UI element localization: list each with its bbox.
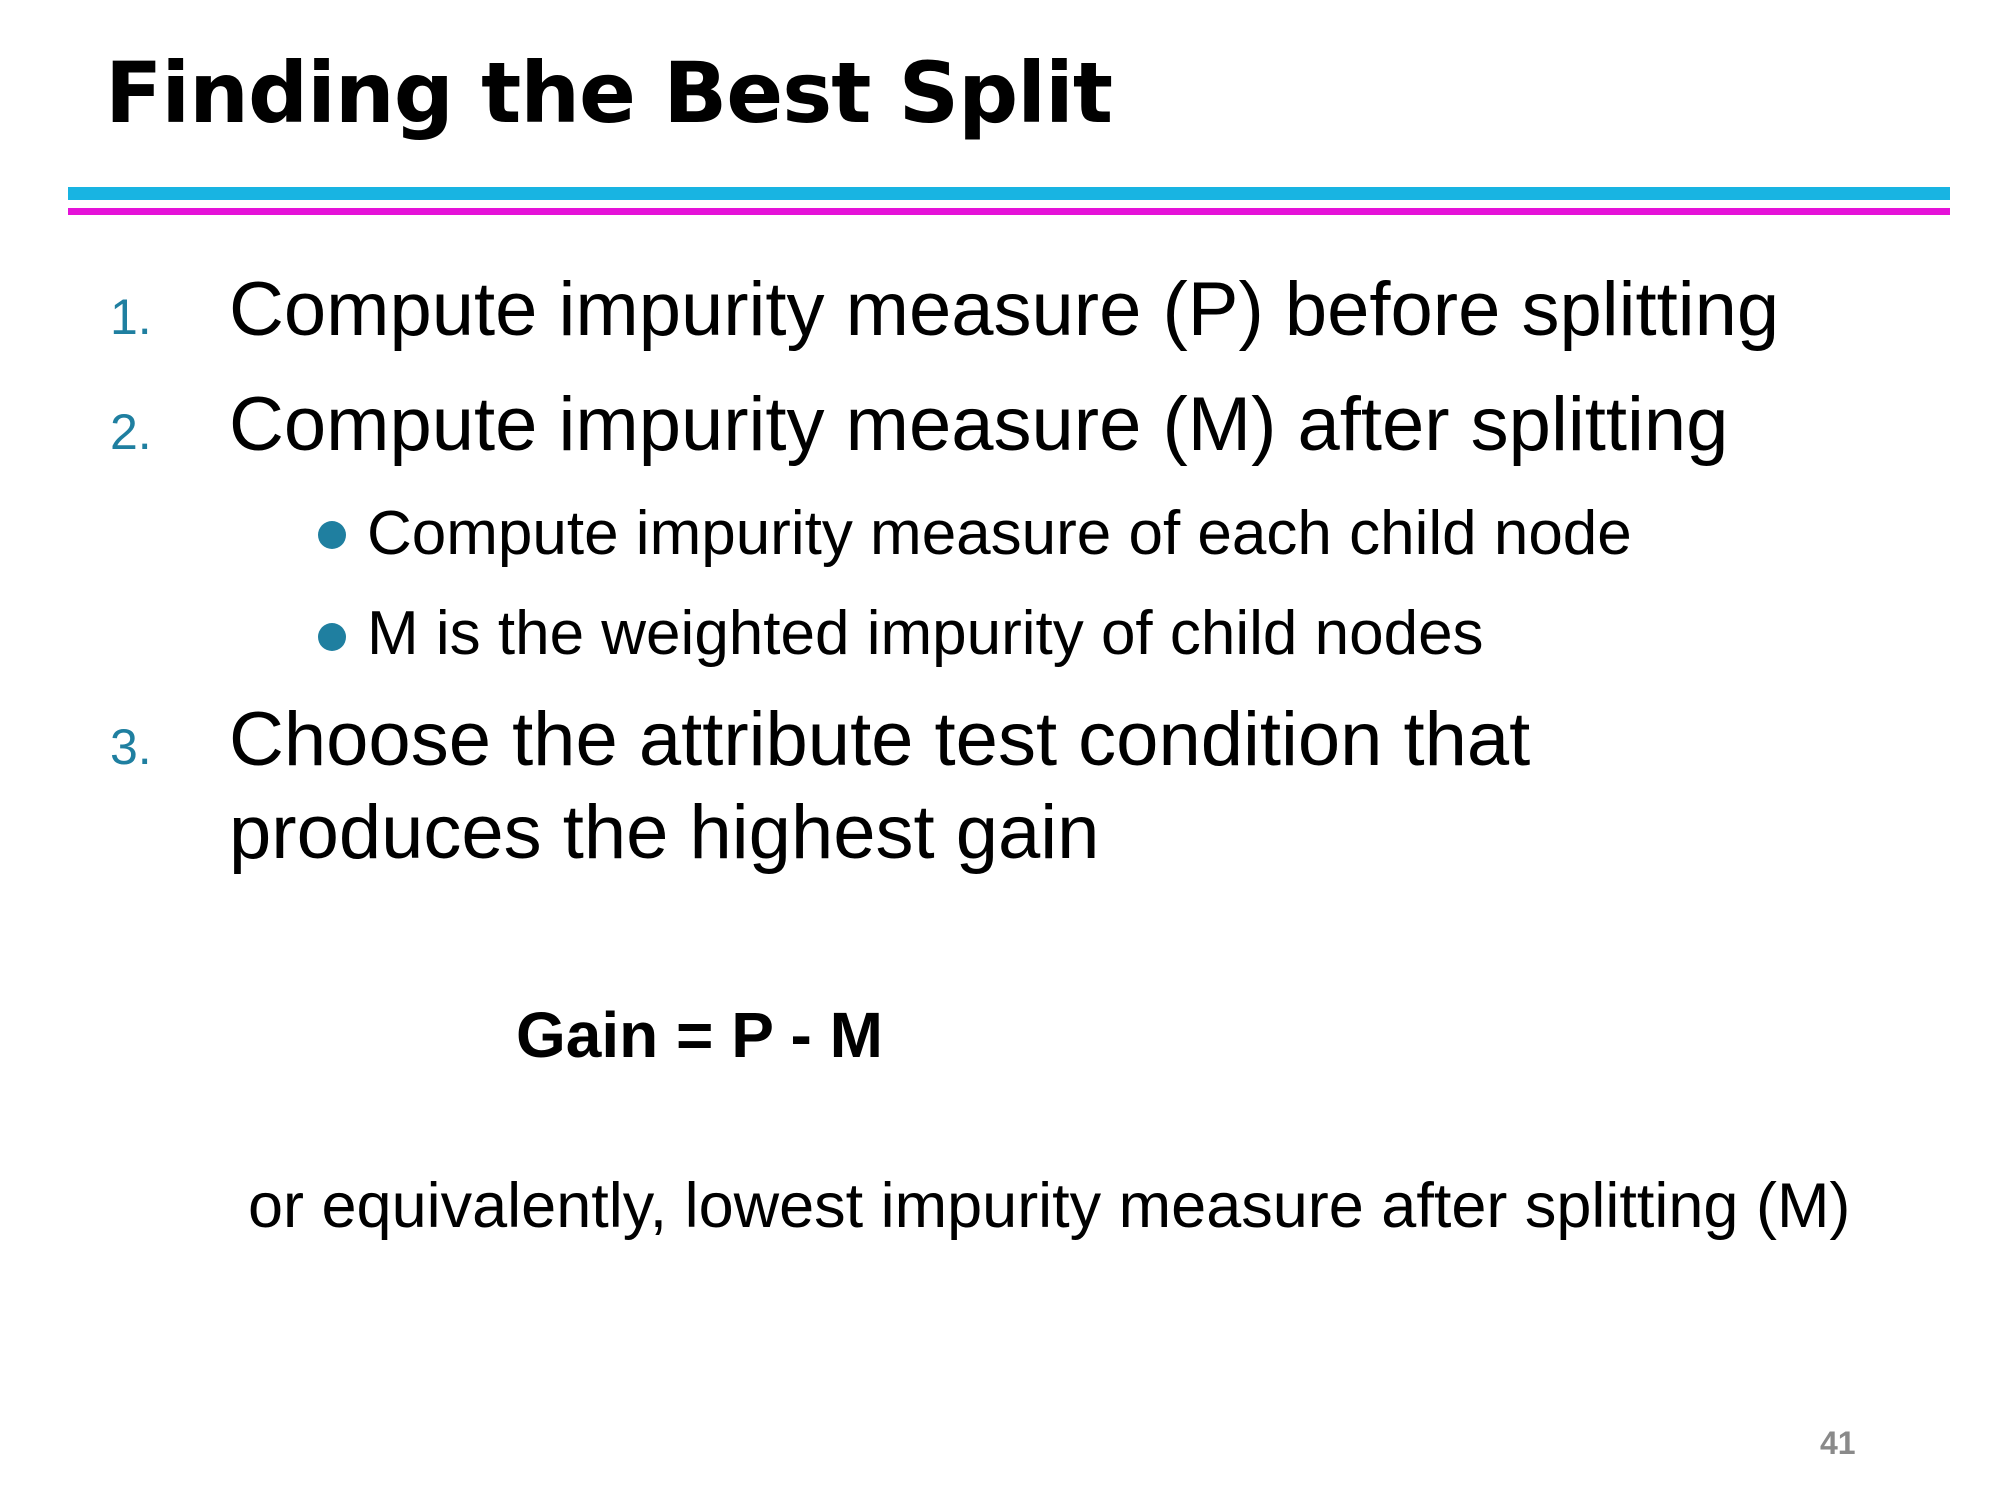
step-text-3-line-1: Choose the attribute test condition that xyxy=(229,697,1531,782)
title-underline-cyan xyxy=(68,187,1950,200)
step-text-3-line-2: produces the highest gain xyxy=(229,790,1100,875)
sub-bullet-text-1: Compute impurity measure of each child n… xyxy=(367,499,1632,568)
step-number-2: 2. xyxy=(110,404,152,460)
step-text-1: Compute impurity measure (P) before spli… xyxy=(229,267,1780,352)
title-underline-magenta xyxy=(68,208,1950,215)
bullet-dot xyxy=(318,623,346,651)
step-number-3: 3. xyxy=(110,719,152,775)
page-number: 41 xyxy=(1820,1425,1856,1461)
slide-title: Finding the Best Split xyxy=(105,44,1113,142)
equivalence-note: or equivalently, lowest impurity measure… xyxy=(248,1171,1851,1241)
sub-bullet-text-2: M is the weighted impurity of child node… xyxy=(367,599,1484,668)
step-text-2: Compute impurity measure (M) after split… xyxy=(229,382,1729,467)
bullet-dot xyxy=(318,521,346,549)
gain-formula: Gain = P - M xyxy=(516,999,883,1071)
step-number-1: 1. xyxy=(110,289,152,345)
